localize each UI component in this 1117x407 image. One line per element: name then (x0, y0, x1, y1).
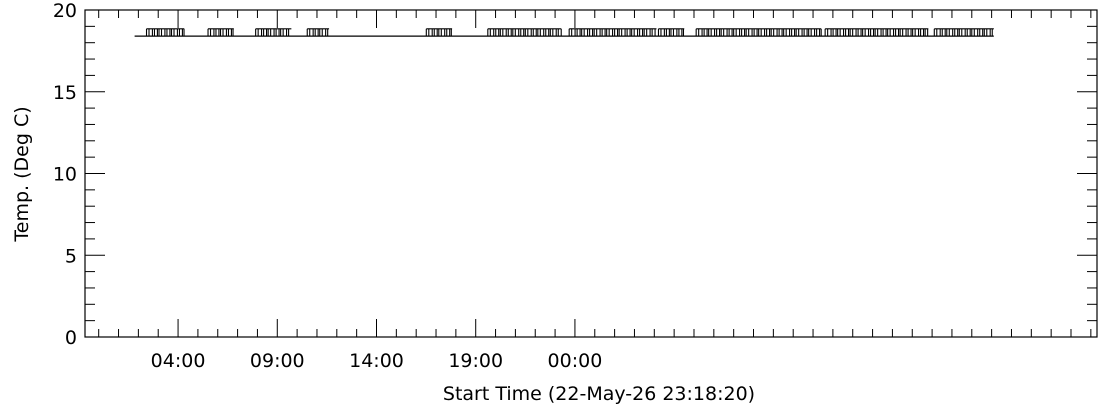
y-tick-label: 20 (53, 0, 77, 22)
series-temperature (134, 28, 994, 37)
x-tick-label: 19:00 (448, 350, 503, 372)
x-axis-title: Start Time (22-May-26 23:18:20) (443, 383, 755, 405)
x-tick-label: 09:00 (250, 350, 305, 372)
y-tick-label: 0 (65, 327, 77, 349)
plot-frame (84, 9, 1098, 338)
x-tick-label: 14:00 (349, 350, 404, 372)
y-tick-label: 10 (53, 164, 77, 186)
y-axis-title: Temp. (Deg C) (11, 106, 33, 242)
x-tick-label: 04:00 (151, 350, 206, 372)
y-axis: 0 5 10 15 20 (53, 0, 1097, 349)
y-tick-label: 15 (53, 82, 77, 104)
x-tick-label: 00:00 (548, 350, 603, 372)
x-axis: 04:00 09:00 14:00 19:00 00:00 (98, 10, 1092, 372)
y-tick-label: 5 (65, 245, 77, 267)
